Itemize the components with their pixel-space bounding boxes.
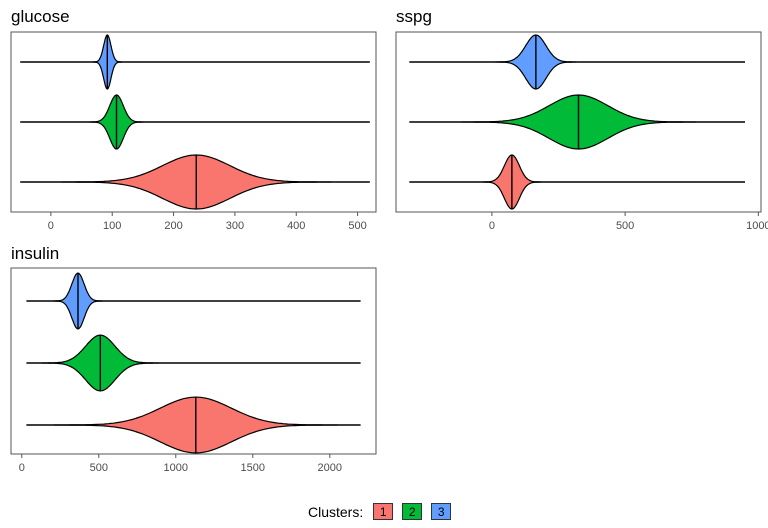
x-tick-label: 500 [348,220,366,232]
panel-title: sspg [396,7,432,26]
x-tick-label: 0 [489,220,495,232]
x-tick-label: 500 [616,220,634,232]
panel-glucose: glucose 0 100 200 300 400 500 [10,7,377,232]
x-tick-label: 400 [287,220,305,232]
x-tick-label: 0 [19,462,25,474]
x-tick-label: 300 [226,220,244,232]
legend-key-3: 3 [431,503,452,520]
x-tick-label: 100 [103,220,121,232]
x-tick-label: 0 [48,220,54,232]
legend-key-2: 2 [402,503,423,520]
x-tick-label: 500 [90,462,108,474]
x-tick-label: 2000 [318,462,342,474]
panel-title: glucose [11,7,70,26]
x-tick-label: 1000 [164,462,188,474]
panel-sspg: sspg 0 500 1000 [395,7,768,232]
x-tick-label: 1000 [746,220,768,232]
panel-title: insulin [11,244,59,263]
legend-key-1: 1 [373,503,394,520]
x-tick-label: 1500 [241,462,265,474]
panel-insulin: insulin 0 500 1000 1500 2000 [10,244,377,474]
legend-title: Clusters: [308,503,364,520]
x-tick-label: 200 [164,220,182,232]
